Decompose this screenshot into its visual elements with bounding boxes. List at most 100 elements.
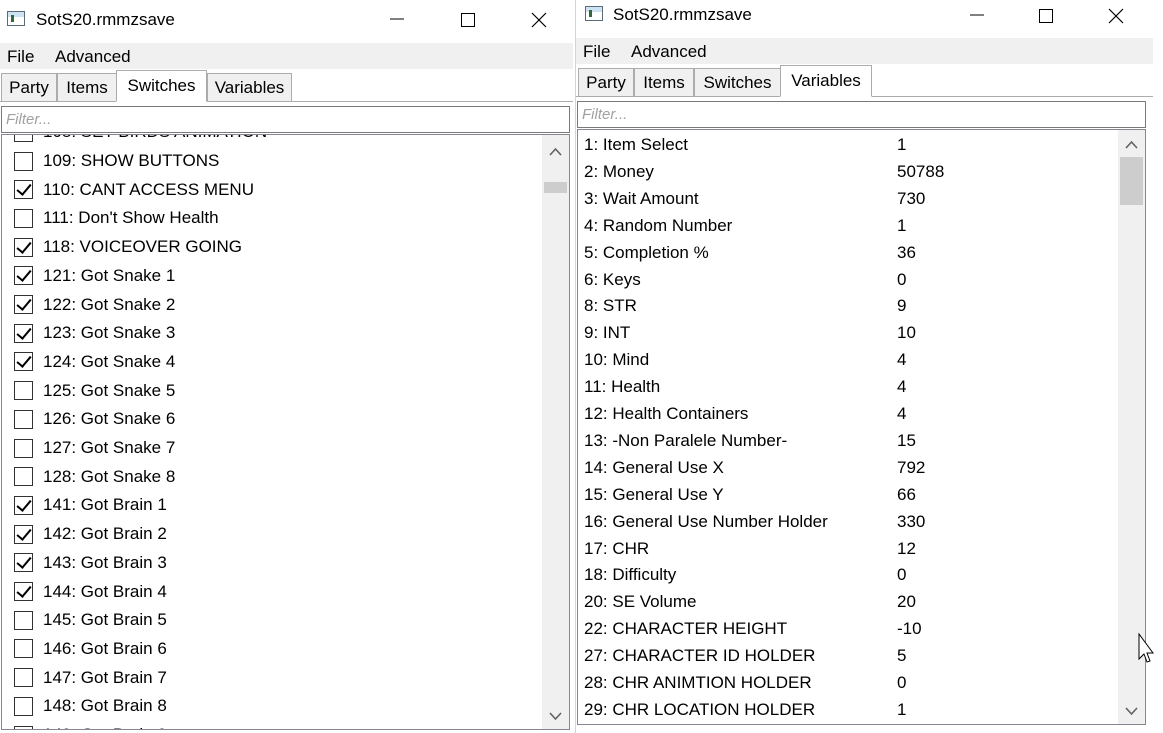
- scrollbar-thumb[interactable]: [1120, 157, 1143, 205]
- variable-value[interactable]: 1: [897, 699, 907, 719]
- title-bar[interactable]: SotS20.rmmzsave: [0, 0, 573, 40]
- variables-list[interactable]: 1: Item Select 1 2: Money 50788 3: Wait Amou…: [577, 129, 1146, 725]
- close-button[interactable]: [517, 4, 561, 34]
- variable-row[interactable]: 5: Completion % 36: [584, 240, 1115, 267]
- list-item[interactable]: 108: SET BIRDS ANIMATION: [14, 135, 267, 146]
- checkbox[interactable]: [14, 135, 33, 142]
- variable-row[interactable]: 4: Random Number 1: [584, 213, 1115, 240]
- menu-advanced[interactable]: Advanced: [631, 42, 707, 61]
- variable-row[interactable]: 22: CHARACTER HEIGHT -10: [584, 616, 1115, 643]
- variable-value[interactable]: 4: [897, 377, 907, 397]
- list-item[interactable]: 144: Got Brain 4: [14, 578, 167, 606]
- tab-switches[interactable]: Switches: [116, 70, 207, 102]
- checkbox[interactable]: [14, 151, 33, 171]
- menu-file[interactable]: File: [7, 47, 35, 66]
- list-item[interactable]: 122: Got Snake 2: [14, 291, 175, 319]
- list-item[interactable]: 118: VOICEOVER GOING: [14, 233, 242, 261]
- variable-value[interactable]: 12: [897, 538, 916, 558]
- maximize-button[interactable]: [446, 4, 490, 34]
- variable-value[interactable]: 36: [897, 242, 916, 262]
- vertical-scrollbar[interactable]: [1118, 130, 1145, 724]
- list-item[interactable]: 148: Got Brain 8: [14, 692, 167, 720]
- variable-value[interactable]: 0: [897, 673, 907, 692]
- menu-file[interactable]: File: [583, 42, 611, 61]
- checkbox-checked[interactable]: [14, 180, 33, 200]
- vertical-scrollbar[interactable]: [542, 135, 569, 729]
- variable-row[interactable]: 29: CHR LOCATION HOLDER 1: [584, 697, 1115, 724]
- variable-row[interactable]: 2: Money 50788: [584, 159, 1115, 186]
- checkbox[interactable]: [14, 467, 33, 487]
- checkbox[interactable]: [14, 696, 33, 716]
- list-item[interactable]: 141: Got Brain 1: [14, 491, 167, 519]
- variable-value[interactable]: 0: [897, 269, 907, 289]
- tab-items[interactable]: Items: [634, 68, 694, 96]
- checkbox-checked[interactable]: [14, 295, 33, 314]
- variable-row[interactable]: 9: INT 10: [584, 320, 1115, 347]
- variable-value[interactable]: 15: [897, 430, 916, 450]
- filter-input[interactable]: [1, 106, 570, 133]
- list-item[interactable]: 143: Got Brain 3: [14, 549, 167, 577]
- variable-row[interactable]: 28: CHR ANIMTION HOLDER 0: [584, 670, 1115, 697]
- variable-value[interactable]: -10: [897, 619, 922, 639]
- chevron-down-icon[interactable]: [548, 709, 563, 723]
- chevron-up-icon[interactable]: [1124, 138, 1139, 152]
- checkbox-checked[interactable]: [14, 582, 33, 601]
- checkbox[interactable]: [14, 208, 33, 228]
- maximize-button[interactable]: [1024, 0, 1068, 30]
- variable-row[interactable]: 16: General Use Number Holder 330: [584, 509, 1115, 536]
- variable-row[interactable]: 27: CHARACTER ID HOLDER 5: [584, 643, 1115, 670]
- list-item[interactable]: 111: Don't Show Health: [14, 204, 219, 232]
- minimize-button[interactable]: [956, 0, 1000, 30]
- checkbox[interactable]: [14, 639, 33, 659]
- variable-value[interactable]: 9: [897, 296, 907, 316]
- checkbox[interactable]: [14, 725, 33, 729]
- variable-value[interactable]: 1: [897, 215, 907, 235]
- variable-row[interactable]: 6: Keys 0: [584, 267, 1115, 294]
- list-item[interactable]: 123: Got Snake 3: [14, 319, 175, 347]
- checkbox[interactable]: [14, 668, 33, 688]
- variable-value[interactable]: 4: [897, 350, 907, 370]
- checkbox[interactable]: [14, 381, 33, 401]
- variable-row[interactable]: 14: General Use X 792: [584, 455, 1115, 482]
- list-item[interactable]: 127: Got Snake 7: [14, 434, 175, 462]
- variable-value[interactable]: 1: [897, 135, 907, 154]
- variable-row[interactable]: 12: Health Containers 4: [584, 401, 1115, 428]
- chevron-up-icon[interactable]: [548, 145, 563, 159]
- minimize-button[interactable]: [376, 4, 420, 34]
- tab-switches[interactable]: Switches: [694, 68, 781, 96]
- checkbox[interactable]: [14, 409, 33, 429]
- variable-value[interactable]: 10: [897, 323, 916, 343]
- chevron-down-icon[interactable]: [1124, 704, 1139, 718]
- variable-row[interactable]: 20: SE Volume 20: [584, 589, 1115, 616]
- variable-value[interactable]: 66: [897, 484, 916, 504]
- list-item[interactable]: 125: Got Snake 5: [14, 377, 175, 405]
- list-item[interactable]: 126: Got Snake 6: [14, 405, 175, 433]
- variable-row[interactable]: 10: Mind 4: [584, 347, 1115, 374]
- list-item[interactable]: 142: Got Brain 2: [14, 520, 167, 548]
- checkbox-checked[interactable]: [14, 495, 33, 515]
- variable-row[interactable]: 15: General Use Y 66: [584, 482, 1115, 509]
- variable-value[interactable]: 20: [897, 592, 916, 612]
- list-item[interactable]: 149: Got Brain 9: [14, 721, 167, 729]
- list-item[interactable]: 121: Got Snake 1: [14, 262, 175, 290]
- variable-value[interactable]: 330: [897, 511, 926, 531]
- list-item[interactable]: 145: Got Brain 5: [14, 606, 167, 634]
- variable-value[interactable]: 0: [897, 565, 907, 585]
- checkbox-checked[interactable]: [14, 323, 33, 343]
- title-bar[interactable]: SotS20.rmmzsave: [576, 0, 1153, 40]
- checkbox[interactable]: [14, 610, 33, 630]
- variable-value[interactable]: 5: [897, 646, 907, 666]
- variable-row[interactable]: 17: CHR 12: [584, 536, 1115, 563]
- list-item[interactable]: 147: Got Brain 7: [14, 664, 167, 692]
- tab-variables[interactable]: Variables: [207, 73, 292, 101]
- tab-variables[interactable]: Variables: [780, 65, 872, 97]
- checkbox-checked[interactable]: [14, 553, 33, 573]
- variable-row[interactable]: 13: -Non Paralele Number- 15: [584, 428, 1115, 455]
- scrollbar-thumb[interactable]: [544, 182, 567, 193]
- list-item[interactable]: 110: CANT ACCESS MENU: [14, 176, 254, 204]
- list-item[interactable]: 146: Got Brain 6: [14, 635, 167, 663]
- checkbox-checked[interactable]: [14, 266, 33, 286]
- list-item[interactable]: 124: Got Snake 4: [14, 348, 175, 376]
- variable-row[interactable]: 3: Wait Amount 730: [584, 186, 1115, 213]
- checkbox-checked[interactable]: [14, 237, 33, 257]
